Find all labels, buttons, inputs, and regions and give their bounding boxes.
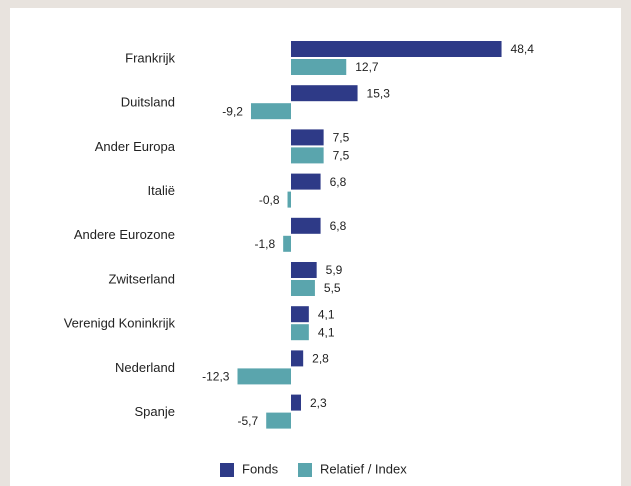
bar-fonds-duitsland xyxy=(291,85,358,102)
bar-relatief-index-nederland xyxy=(237,368,291,385)
legend-swatch-relatief-index xyxy=(298,463,312,477)
legend: Fonds Relatief / Index xyxy=(220,461,407,477)
bar-fonds-spanje xyxy=(291,394,302,411)
bar-fonds-frankrijk xyxy=(291,41,502,57)
bar-relatief-index-frankrijk xyxy=(291,59,347,75)
value-label-fonds-verenigd-koninkrijk: 4,1 xyxy=(318,307,335,321)
value-labels: 48,4 12,7 15,3 -9,2 7,5 7,5 6,8 -0,8 6,8 -1,8 5,9 5… xyxy=(202,42,534,428)
category-labels: Frankrijk Duitsland Ander Europa Italië Ande… xyxy=(64,50,176,419)
bars xyxy=(237,41,502,429)
value-label-relatief-index-verenigd-koninkrijk: 4,1 xyxy=(318,325,335,339)
value-label-fonds-italie: 6,8 xyxy=(330,175,347,189)
category-label-ander-europa: Ander Europa xyxy=(95,139,176,154)
value-label-relatief-index-zwitserland: 5,5 xyxy=(324,281,341,295)
value-label-relatief-index-duitsland: -9,2 xyxy=(222,104,243,118)
bar-fonds-andere-eurozone xyxy=(291,217,321,234)
category-label-andere-eurozone: Andere Eurozone xyxy=(74,227,175,242)
value-label-relatief-index-ander-europa: 7,5 xyxy=(333,149,350,163)
category-label-verenigd-koninkrijk: Verenigd Koninkrijk xyxy=(64,316,176,331)
value-label-fonds-duitsland: 15,3 xyxy=(367,86,391,100)
bar-fonds-verenigd-koninkrijk xyxy=(291,306,309,323)
bar-relatief-index-andere-eurozone xyxy=(283,235,291,252)
legend-label-fonds: Fonds xyxy=(242,461,279,476)
category-label-zwitserland: Zwitserland xyxy=(109,271,175,286)
bar-relatief-index-verenigd-koninkrijk xyxy=(291,324,309,341)
value-label-fonds-zwitserland: 5,9 xyxy=(326,263,343,277)
category-label-spanje: Spanje xyxy=(135,404,175,419)
value-label-fonds-andere-eurozone: 6,8 xyxy=(330,219,347,233)
category-label-duitsland: Duitsland xyxy=(121,95,175,110)
category-label-nederland: Nederland xyxy=(115,360,175,375)
bar-relatief-index-spanje xyxy=(266,412,291,429)
value-label-fonds-ander-europa: 7,5 xyxy=(333,131,350,145)
bar-relatief-index-ander-europa xyxy=(291,147,324,164)
bar-relatief-index-duitsland xyxy=(250,103,291,120)
category-label-frankrijk: Frankrijk xyxy=(125,50,175,65)
value-label-relatief-index-nederland: -12,3 xyxy=(202,370,230,384)
value-label-fonds-spanje: 2,3 xyxy=(310,396,327,410)
legend-swatch-fonds xyxy=(220,463,234,477)
value-label-relatief-index-frankrijk: 12,7 xyxy=(355,60,379,74)
bar-fonds-zwitserland xyxy=(291,262,317,278)
chart-card: Frankrijk Duitsland Ander Europa Italië Ande… xyxy=(10,8,621,486)
bar-relatief-index-italie xyxy=(287,191,291,208)
value-label-fonds-frankrijk: 48,4 xyxy=(511,42,535,56)
value-label-relatief-index-italie: -0,8 xyxy=(259,193,280,207)
bar-fonds-ander-europa xyxy=(291,129,324,146)
legend-label-relatief-index: Relatief / Index xyxy=(320,461,407,476)
bar-fonds-nederland xyxy=(291,350,304,367)
value-label-relatief-index-andere-eurozone: -1,8 xyxy=(254,237,275,251)
bar-relatief-index-zwitserland xyxy=(291,280,315,296)
category-label-italie: Italië xyxy=(148,183,175,198)
value-label-relatief-index-spanje: -5,7 xyxy=(238,414,259,428)
bar-chart: Frankrijk Duitsland Ander Europa Italië Ande… xyxy=(64,41,534,477)
bar-fonds-italie xyxy=(291,173,321,190)
value-label-fonds-nederland: 2,8 xyxy=(312,352,329,366)
